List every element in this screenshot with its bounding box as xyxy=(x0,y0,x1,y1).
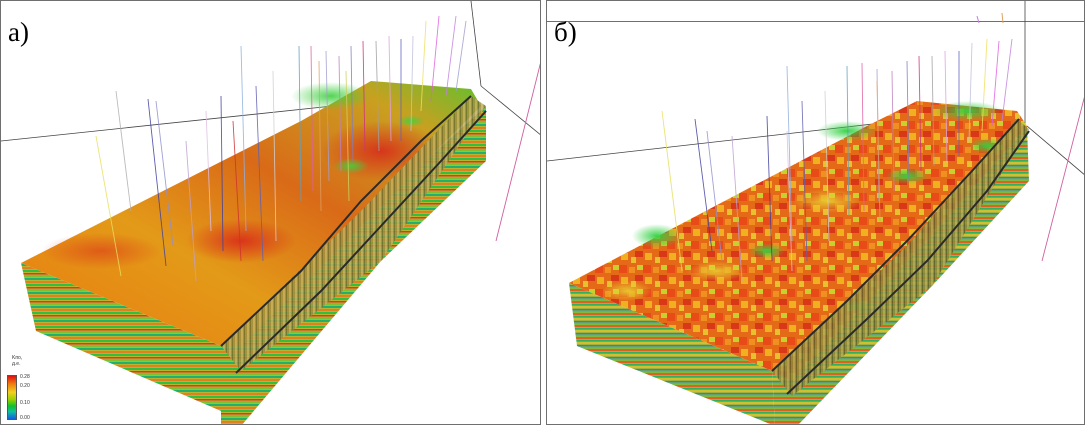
panel-a-label: а) xyxy=(8,17,29,47)
legend-title: Kпо, д.е. xyxy=(12,355,22,367)
panel-b-label: б) xyxy=(554,17,577,47)
panel-a-3d-scene xyxy=(1,1,540,424)
panel-a-smooth-model: а) Kпо, д.е. 0.28 0.20 0.10 0.00 xyxy=(0,0,541,425)
legend-tick-max: 0.28 xyxy=(20,374,30,380)
legend-tick-min: 0.00 xyxy=(20,415,30,421)
legend-tick-high: 0.20 xyxy=(20,383,30,389)
legend-title-line2: д.е. xyxy=(12,361,21,367)
legend-color-bar xyxy=(7,375,17,420)
panel-b-heterogeneous-model: б) xyxy=(546,0,1085,425)
legend-tick-mid: 0.10 xyxy=(20,400,30,406)
panel-b-3d-scene xyxy=(547,1,1084,424)
porosity-color-legend: Kпо, д.е. 0.28 0.20 0.10 0.00 xyxy=(5,353,45,423)
legend-title-line1: Kпо, xyxy=(12,355,23,361)
panel-b-top-frame-line xyxy=(547,21,1084,22)
